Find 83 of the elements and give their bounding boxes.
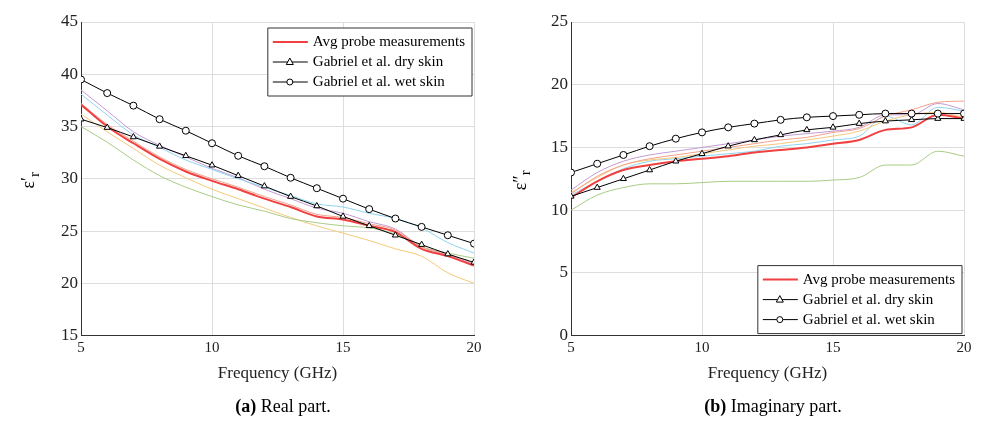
y-tick-label: 30 <box>61 168 78 188</box>
y-tick-label: 20 <box>551 74 568 94</box>
point <box>418 240 426 247</box>
y-tick-label: 10 <box>551 199 568 219</box>
y-tick-label: 35 <box>61 116 78 135</box>
y-tick-label: 0 <box>559 325 568 345</box>
legend-label: Gabriel et al. wet skin <box>802 310 936 327</box>
point <box>698 128 706 137</box>
x-tick-label: 15 <box>335 338 351 355</box>
point <box>646 166 654 173</box>
point <box>829 123 837 130</box>
point <box>855 110 864 119</box>
point <box>803 125 811 133</box>
point <box>129 101 138 110</box>
legend-label: Gabriel et al. wet skin <box>312 72 446 89</box>
legend-label: Gabriel et al. dry skin <box>312 52 444 69</box>
point <box>365 205 374 214</box>
point <box>672 157 680 164</box>
point <box>750 135 758 143</box>
point <box>443 231 452 240</box>
y-tick-label: 45 <box>61 11 78 31</box>
point <box>619 174 627 182</box>
point <box>365 221 373 229</box>
point <box>881 117 889 124</box>
point <box>181 126 190 135</box>
point <box>933 109 942 118</box>
point <box>724 142 732 149</box>
point <box>208 139 216 148</box>
point <box>417 222 426 231</box>
x-tick-label: 10 <box>204 338 220 355</box>
point <box>339 194 347 203</box>
point <box>671 134 680 143</box>
point <box>776 115 785 124</box>
legend-label: Gabriel et al. dry skin <box>802 290 934 307</box>
point <box>391 231 399 238</box>
point <box>829 112 837 121</box>
y-tick-label: 15 <box>551 136 568 156</box>
x-tick-label: 20 <box>956 338 972 355</box>
point <box>234 151 243 160</box>
point <box>593 183 601 190</box>
point <box>103 123 111 130</box>
point <box>156 142 164 149</box>
point <box>287 192 295 199</box>
y-tick-label: 5 <box>559 262 568 282</box>
legend-label: Avg probe measurements <box>802 270 956 287</box>
y-tick-label: 25 <box>551 11 568 31</box>
point <box>129 132 137 140</box>
point <box>619 150 628 159</box>
x-tick-label: 20 <box>466 338 482 355</box>
point <box>907 109 916 118</box>
point <box>698 149 706 156</box>
point <box>391 214 400 223</box>
point <box>286 173 295 182</box>
point <box>155 115 164 124</box>
point <box>339 212 347 219</box>
line-series <box>571 150 964 211</box>
point <box>103 89 112 98</box>
text: (b) Imaginary part. <box>703 396 843 417</box>
point <box>777 130 785 138</box>
point <box>855 119 863 126</box>
y-tick-label: 40 <box>61 63 78 83</box>
point <box>208 161 216 168</box>
text: (a) Real part. <box>234 396 332 417</box>
point <box>182 151 190 159</box>
point <box>312 184 321 193</box>
point <box>260 162 269 171</box>
point <box>881 109 890 118</box>
point <box>313 201 321 209</box>
y-tick-label: 20 <box>61 272 78 292</box>
x-axis-title: Frequency (GHz) <box>217 363 338 383</box>
point <box>260 182 268 189</box>
point <box>645 142 654 151</box>
point <box>444 250 452 257</box>
x-tick-label: 10 <box>694 338 710 355</box>
point <box>593 159 602 168</box>
y-tick-label: 25 <box>61 220 78 240</box>
x-tick-label: 15 <box>825 338 841 355</box>
point <box>234 171 242 178</box>
x-axis-title: Frequency (GHz) <box>707 363 828 383</box>
point <box>724 123 733 132</box>
legend-label: Avg probe measurements <box>312 32 466 49</box>
point <box>802 113 811 122</box>
point <box>750 119 759 128</box>
